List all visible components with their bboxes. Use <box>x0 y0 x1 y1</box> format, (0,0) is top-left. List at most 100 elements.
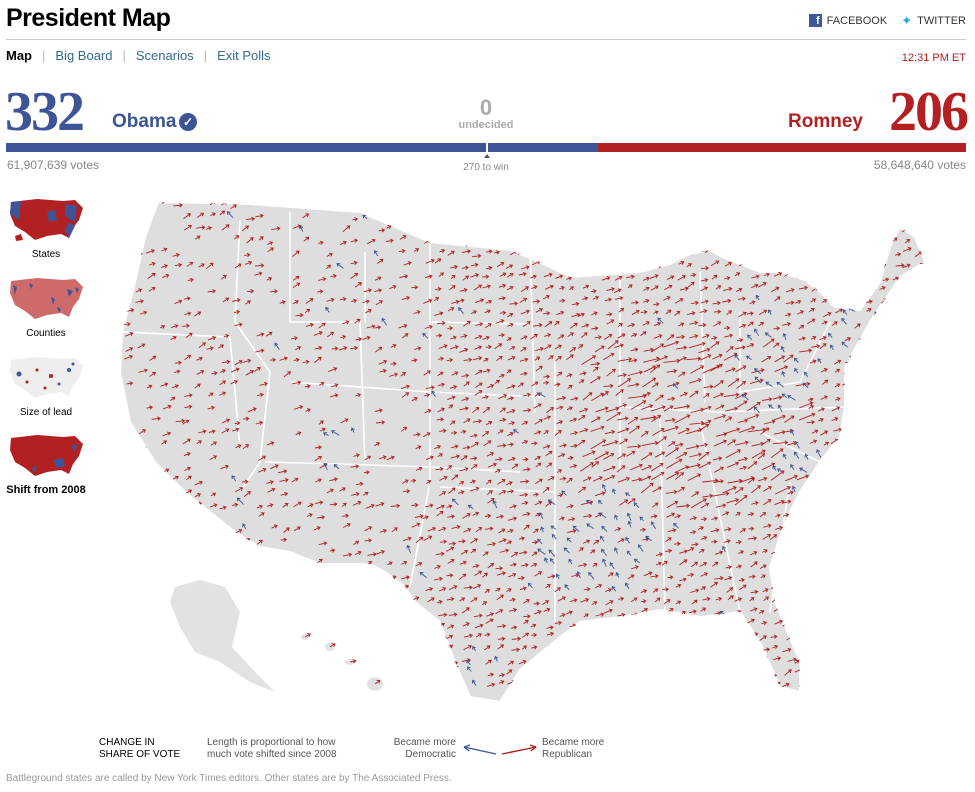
rep-shift-arrow <box>234 487 244 493</box>
rep-shift-arrow <box>749 655 757 660</box>
rep-shift-arrow <box>197 573 205 579</box>
rep-shift-arrow <box>543 430 549 435</box>
rep-shift-arrow <box>793 259 800 264</box>
rep-shift-arrow <box>485 618 494 624</box>
rep-shift-arrow <box>915 226 922 231</box>
rep-shift-arrow <box>602 673 610 678</box>
rep-shift-arrow <box>931 468 938 471</box>
rep-shift-arrow <box>245 300 251 305</box>
rep-shift-arrow <box>331 383 339 388</box>
rep-shift-arrow <box>615 389 624 396</box>
rep-shift-arrow <box>928 216 933 219</box>
rep-shift-arrow <box>759 512 767 518</box>
twitter-share-button[interactable]: ✦ TWITTER <box>901 14 966 27</box>
view-counties[interactable]: Counties <box>6 275 86 340</box>
rep-shift-arrow <box>737 456 748 462</box>
shift-arrows-map[interactable] <box>100 192 940 707</box>
dem-shift-arrow <box>561 490 567 496</box>
rep-shift-arrow <box>787 490 794 495</box>
rep-shift-arrow <box>351 298 358 304</box>
nav-tab-exit-polls[interactable]: Exit Polls <box>217 48 271 63</box>
rep-shift-arrow <box>519 550 528 555</box>
rep-shift-arrow <box>697 526 704 531</box>
rep-shift-arrow <box>903 668 910 673</box>
rep-shift-arrow <box>618 218 627 223</box>
dem-shift-arrow <box>673 522 679 529</box>
rep-shift-arrow <box>472 563 480 569</box>
dem-shift-arrow <box>431 390 436 398</box>
counties-thumbnail-icon <box>10 278 83 319</box>
rep-shift-arrow <box>434 258 442 264</box>
rep-shift-arrow <box>642 321 650 326</box>
rep-shift-arrow <box>483 358 489 362</box>
rep-shift-arrow <box>735 564 742 569</box>
page-header: President Map f FACEBOOK ✦ TWITTER <box>6 4 966 40</box>
rep-shift-arrow <box>160 576 168 581</box>
rep-shift-arrow <box>570 670 577 675</box>
rep-shift-arrow <box>859 643 867 648</box>
view-shift-from-2008[interactable]: Shift from 2008 <box>6 432 86 497</box>
rep-shift-arrow <box>891 661 898 666</box>
rep-shift-arrow <box>664 659 672 664</box>
rep-shift-arrow <box>522 321 531 328</box>
dem-shift-arrow <box>790 224 798 232</box>
rep-shift-arrow <box>414 514 424 519</box>
rep-shift-arrow <box>554 587 561 593</box>
rep-shift-arrow <box>247 289 255 294</box>
rep-shift-arrow <box>567 455 574 461</box>
rep-shift-arrow <box>667 528 677 533</box>
rep-shift-arrow <box>819 563 827 568</box>
facebook-share-button[interactable]: f FACEBOOK <box>808 14 887 27</box>
rep-shift-arrow <box>685 685 693 690</box>
rep-shift-arrow <box>821 523 829 528</box>
rep-shift-arrow <box>627 668 635 673</box>
view-states[interactable]: States <box>6 196 86 261</box>
nav-tab-scenarios[interactable]: Scenarios <box>135 48 194 63</box>
nav-tab-map[interactable]: Map <box>6 48 32 63</box>
rep-shift-arrow <box>747 461 758 470</box>
rep-shift-arrow <box>146 586 157 591</box>
rep-shift-arrow <box>170 396 176 401</box>
rep-shift-arrow <box>342 523 351 528</box>
nav-tab-big-board[interactable]: Big Board <box>55 48 113 63</box>
rep-shift-arrow <box>915 331 924 337</box>
rep-shift-arrow <box>770 286 780 293</box>
rep-shift-arrow <box>868 610 876 615</box>
rep-shift-arrow <box>578 439 586 446</box>
rep-shift-arrow <box>845 574 855 579</box>
section-nav: Map | Big Board | Scenarios | Exit Polls <box>6 48 271 63</box>
rep-shift-arrow <box>460 333 468 339</box>
rep-shift-arrow <box>602 634 612 639</box>
rep-shift-arrow <box>510 236 518 241</box>
rep-shift-arrow <box>435 670 445 676</box>
rep-shift-arrow <box>666 275 675 281</box>
rep-shift-arrow <box>627 417 639 425</box>
rep-shift-arrow <box>532 540 539 545</box>
rep-shift-arrow <box>364 455 372 461</box>
rep-shift-arrow <box>246 216 256 222</box>
dem-shift-arrow <box>790 429 795 436</box>
rep-shift-arrow <box>879 463 889 469</box>
rep-shift-arrow <box>160 658 169 664</box>
rep-shift-arrow <box>470 262 479 268</box>
rep-shift-arrow <box>722 486 737 494</box>
dem-shift-arrow <box>753 368 762 375</box>
rep-shift-arrow <box>518 213 525 218</box>
rep-shift-arrow <box>459 287 468 293</box>
rep-shift-arrow <box>686 356 702 361</box>
rep-shift-arrow <box>449 420 456 426</box>
rep-shift-arrow <box>580 210 588 216</box>
rep-shift-arrow <box>907 630 916 637</box>
rep-shift-arrow <box>439 248 446 254</box>
rep-shift-arrow <box>385 238 394 243</box>
rep-shift-arrow <box>619 203 626 208</box>
rep-shift-arrow <box>845 287 856 292</box>
view-size-of-lead[interactable]: Size of lead <box>6 354 86 419</box>
rep-shift-arrow <box>425 215 433 220</box>
rep-shift-arrow <box>786 263 794 269</box>
dem-shift-arrow <box>362 214 368 220</box>
rep-shift-arrow <box>497 636 506 642</box>
rep-shift-arrow <box>592 476 603 482</box>
dem-shift-arrow <box>755 258 764 266</box>
dem-shift-arrow <box>551 534 557 540</box>
